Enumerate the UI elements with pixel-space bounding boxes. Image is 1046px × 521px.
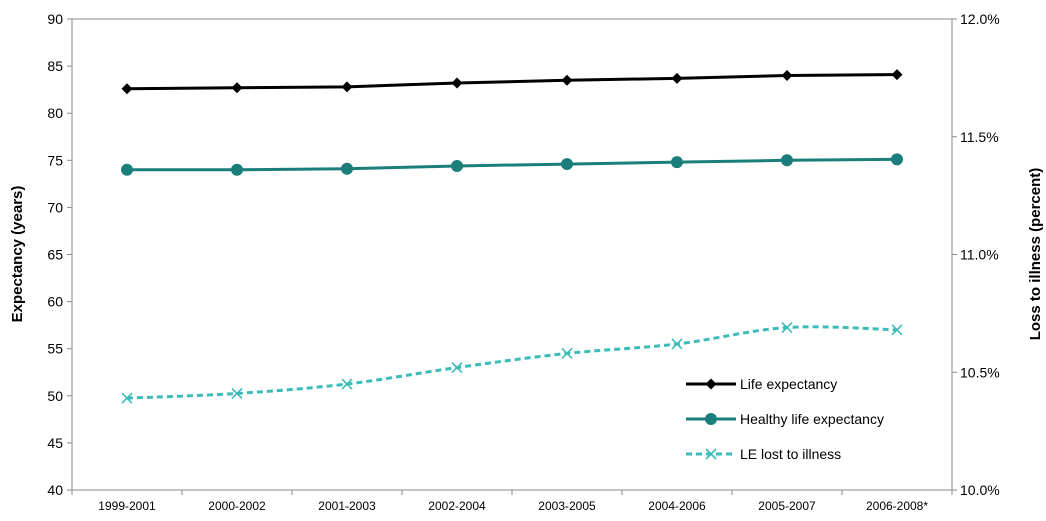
right-axis-ticks: 12.0% 11.5% 11.0% 10.5% 10.0% bbox=[952, 11, 1000, 498]
data-point bbox=[341, 162, 353, 175]
category-label: 2005-2007 bbox=[758, 499, 816, 513]
left-tick-label: 80 bbox=[47, 105, 63, 121]
left-tick-label: 75 bbox=[47, 152, 63, 168]
category-label: 2001-2003 bbox=[318, 499, 376, 513]
left-axis-title: Expectancy (years) bbox=[9, 186, 26, 323]
data-point bbox=[671, 156, 683, 169]
category-label: 2000-2002 bbox=[208, 499, 266, 513]
left-tick-label: 85 bbox=[47, 58, 63, 74]
legend-label: LE lost to illness bbox=[740, 446, 841, 462]
series bbox=[121, 153, 903, 176]
series-line bbox=[127, 157, 898, 172]
left-tick-label: 65 bbox=[47, 247, 63, 263]
left-axis-ticks: 90 85 80 75 70 65 60 55 50 45 40 bbox=[47, 11, 72, 498]
left-tick-label: 70 bbox=[47, 199, 63, 215]
data-point bbox=[781, 154, 793, 167]
legend-item: Healthy life expectancy bbox=[686, 411, 884, 427]
data-point bbox=[561, 74, 573, 86]
data-point bbox=[231, 82, 243, 94]
series-layer bbox=[121, 69, 903, 404]
left-tick-label: 45 bbox=[47, 435, 63, 451]
right-axis-title: Loss to illness (percent) bbox=[1027, 168, 1044, 341]
right-tick-label: 10.0% bbox=[960, 482, 1000, 498]
data-point bbox=[231, 387, 243, 400]
left-tick-label: 50 bbox=[47, 388, 63, 404]
data-point bbox=[671, 338, 683, 350]
left-tick-label: 55 bbox=[47, 341, 63, 357]
category-label: 2006-2008* bbox=[866, 499, 928, 513]
data-point bbox=[121, 392, 133, 404]
right-tick-label: 10.5% bbox=[960, 364, 1000, 380]
left-tick-label: 90 bbox=[47, 11, 63, 27]
category-axis-ticks: 1999-2001 2000-2002 2001-2003 2002-2004 2003… bbox=[71, 490, 953, 513]
right-tick-label: 11.5% bbox=[960, 129, 999, 145]
data-point bbox=[561, 158, 573, 171]
category-label: 2004-2006 bbox=[648, 499, 706, 513]
data-point bbox=[781, 321, 793, 334]
data-point bbox=[451, 361, 463, 374]
data-point bbox=[705, 413, 717, 425]
data-point bbox=[451, 159, 463, 172]
data-point bbox=[781, 70, 793, 82]
data-point bbox=[561, 347, 573, 359]
right-tick-label: 11.0% bbox=[960, 247, 999, 263]
data-point bbox=[671, 72, 683, 84]
legend-item: Life expectancy bbox=[686, 376, 837, 392]
data-point bbox=[341, 378, 353, 390]
category-label: 1999-2001 bbox=[98, 499, 156, 513]
series bbox=[121, 321, 903, 404]
right-tick-label: 12.0% bbox=[960, 11, 1000, 27]
series-line bbox=[126, 325, 898, 400]
data-point bbox=[341, 81, 353, 93]
legend-label: Healthy life expectancy bbox=[740, 411, 884, 427]
legend-item: LE lost to illness bbox=[686, 446, 841, 462]
series bbox=[121, 69, 903, 95]
category-label: 2002-2004 bbox=[428, 499, 486, 513]
data-point bbox=[705, 448, 717, 460]
legend-label: Life expectancy bbox=[740, 376, 837, 392]
left-tick-label: 40 bbox=[47, 482, 63, 498]
left-tick-label: 60 bbox=[47, 294, 63, 310]
legend: Life expectancy Healthy life expectancy LE… bbox=[686, 376, 884, 462]
data-point bbox=[121, 83, 133, 95]
data-point bbox=[891, 69, 903, 81]
data-point bbox=[891, 153, 903, 166]
data-point bbox=[121, 163, 133, 176]
data-point bbox=[231, 163, 243, 176]
series-line bbox=[126, 73, 898, 91]
category-label: 2003-2005 bbox=[538, 499, 596, 513]
data-point bbox=[451, 77, 463, 89]
data-point bbox=[705, 378, 717, 390]
data-point bbox=[891, 324, 903, 336]
